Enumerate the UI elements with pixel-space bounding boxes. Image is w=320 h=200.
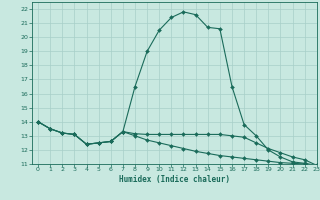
- X-axis label: Humidex (Indice chaleur): Humidex (Indice chaleur): [119, 175, 230, 184]
